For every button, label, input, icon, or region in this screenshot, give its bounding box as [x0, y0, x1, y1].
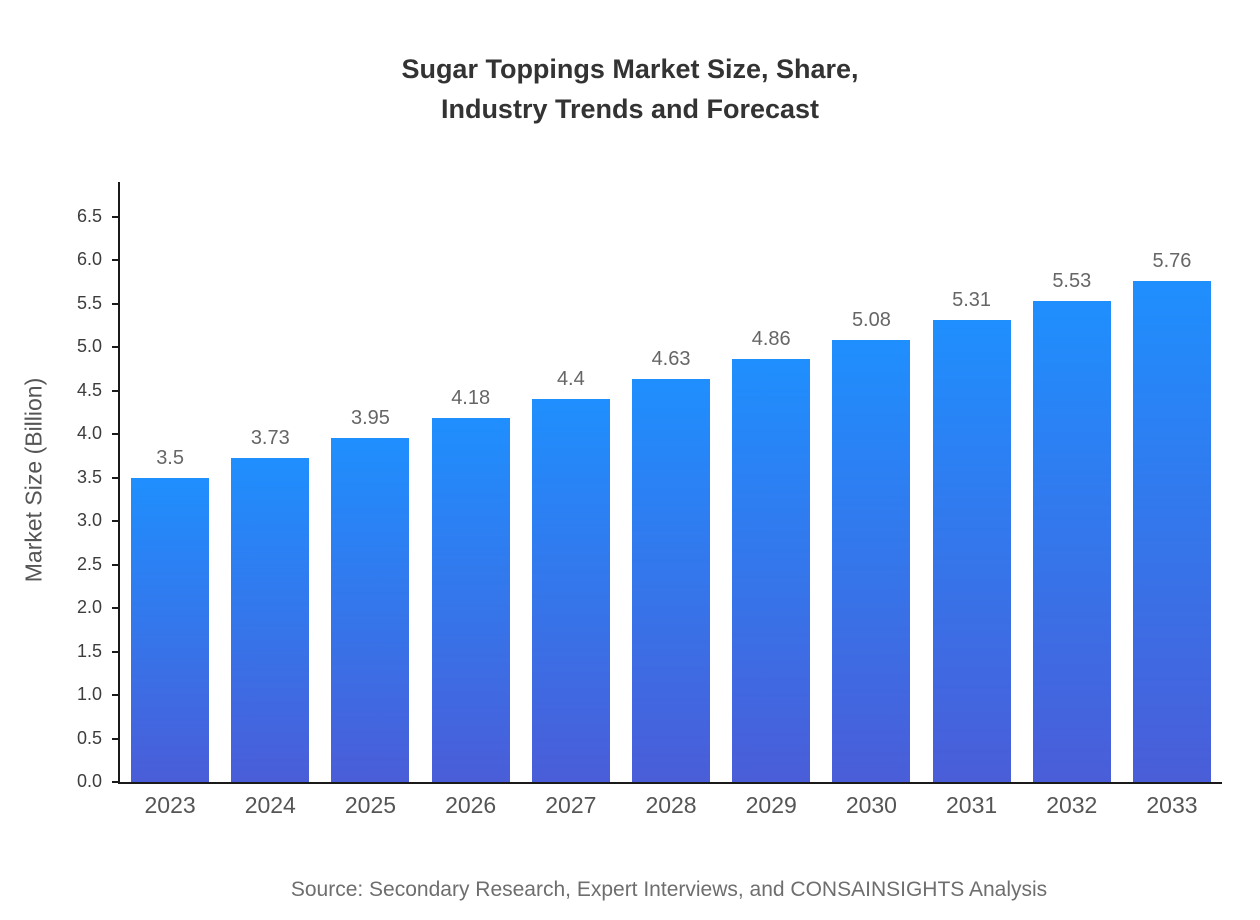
bar-value-label: 5.76 [1152, 249, 1192, 272]
y-tick-mark [112, 433, 120, 435]
bars-container: 3.5 3.73 3.95 4.18 4.4 4.63 4.86 5.08 5.31 5.53 5.… [120, 182, 1222, 782]
y-tick-mark [112, 650, 120, 653]
bar-slot-2026: 4.18 [421, 182, 521, 782]
x-tick-label: 2030 [845, 792, 897, 818]
y-tick-mark [112, 302, 120, 305]
x-tick-label: 2023 [144, 792, 196, 818]
bar-slot-2030: 5.08 [821, 182, 921, 782]
bar-2033 [1132, 280, 1211, 782]
bar-2026 [431, 418, 510, 782]
x-tick-label: 2031 [946, 792, 998, 818]
y-tick-mark [112, 215, 120, 218]
y-axis-ticks: 0.0 0.5 1.0 1.5 2.0 2.5 3.0 3.5 4.0 4.5 5.0 5.5 6.0 6… [77, 182, 1222, 791]
y-tick-mark [112, 607, 120, 609]
bar-value-label: 5.08 [851, 309, 891, 332]
y-tick-label: 2.5 [76, 553, 102, 574]
bar-2027 [531, 399, 610, 782]
bar-2028 [632, 379, 711, 782]
y-tick-label: 2.0 [76, 597, 102, 617]
bar-2032 [1032, 300, 1111, 782]
x-tick-label: 2024 [244, 792, 296, 818]
y-tick-mark [112, 389, 120, 392]
plot-area: 0.0 0.5 1.0 1.5 2.0 2.5 3.0 3.5 4.0 4.5 5.0 5.5 6.0 6… [77, 182, 1222, 818]
y-tick-mark [112, 520, 120, 522]
bar-value-label: 3.5 [156, 446, 184, 469]
bar-value-label: 4.18 [451, 387, 491, 410]
x-tick-label: 2028 [645, 792, 697, 818]
bar-value-label: 3.95 [351, 407, 390, 430]
y-tick-mark [112, 346, 120, 348]
chart-title: Sugar Toppings Market Size, Share, Indus… [401, 54, 859, 124]
x-tick-label: 2029 [745, 792, 797, 818]
y-tick-label: 4.0 [76, 423, 102, 443]
y-tick-label: 3.0 [76, 510, 102, 530]
bar-value-label: 4.4 [556, 368, 585, 391]
x-tick-label: 2027 [545, 792, 597, 818]
bar-slot-2028: 4.63 [621, 182, 721, 782]
bar-2024 [231, 457, 310, 782]
y-tick-label: 6.5 [76, 205, 102, 226]
bar-2023 [131, 477, 210, 782]
y-tick-label: 6.0 [76, 249, 102, 269]
y-tick-mark [112, 476, 120, 479]
bar-value-label: 4.86 [751, 328, 791, 351]
bar-value-label: 4.63 [651, 348, 691, 371]
y-tick-label: 4.5 [76, 379, 102, 400]
y-tick-label: 0.5 [76, 727, 102, 748]
bar-slot-2031: 5.31 [922, 182, 1022, 782]
bar-2030 [832, 340, 911, 782]
x-tick-label: 2026 [445, 792, 497, 818]
bar-slot-2029: 4.86 [721, 182, 821, 782]
bar-slot-2024: 3.73 [220, 182, 320, 782]
bar-2031 [932, 320, 1011, 782]
bar-value-label: 3.73 [250, 426, 290, 449]
y-tick-mark [112, 737, 120, 740]
x-tick-label: 2033 [1146, 792, 1198, 818]
bar-slot-2023: 3.5 [120, 182, 220, 782]
bar-slot-2025: 3.95 [320, 182, 420, 782]
bar-slot-2027: 4.4 [521, 182, 621, 782]
bar-value-label: 5.31 [952, 289, 992, 312]
bar-2029 [732, 359, 811, 782]
y-tick-mark [112, 694, 120, 696]
bar-2025 [331, 438, 410, 782]
y-axis-title: Market Size (Billion) [20, 377, 47, 583]
y-tick-label: 0.0 [76, 771, 102, 791]
y-tick-mark [112, 781, 120, 783]
y-tick-label: 3.5 [76, 466, 102, 487]
bar-slot-2033: 5.76 [1122, 182, 1222, 782]
bar-slot-2032: 5.53 [1022, 182, 1122, 782]
y-tick-mark [112, 259, 120, 261]
x-axis-labels: 2023 2024 2025 2026 2027 2028 2029 2030 2031 2032… [120, 792, 1222, 819]
y-tick-label: 1.5 [76, 640, 102, 661]
x-tick-label: 2025 [344, 792, 397, 818]
x-tick-label: 2032 [1046, 792, 1098, 818]
y-tick-label: 1.0 [76, 684, 102, 704]
bar-value-label: 5.53 [1052, 269, 1092, 292]
y-tick-mark [112, 563, 120, 566]
y-tick-label: 5.0 [76, 336, 102, 356]
source-note: Source: Secondary Research, Expert Inter… [290, 878, 1048, 901]
y-tick-label: 5.5 [76, 292, 102, 313]
